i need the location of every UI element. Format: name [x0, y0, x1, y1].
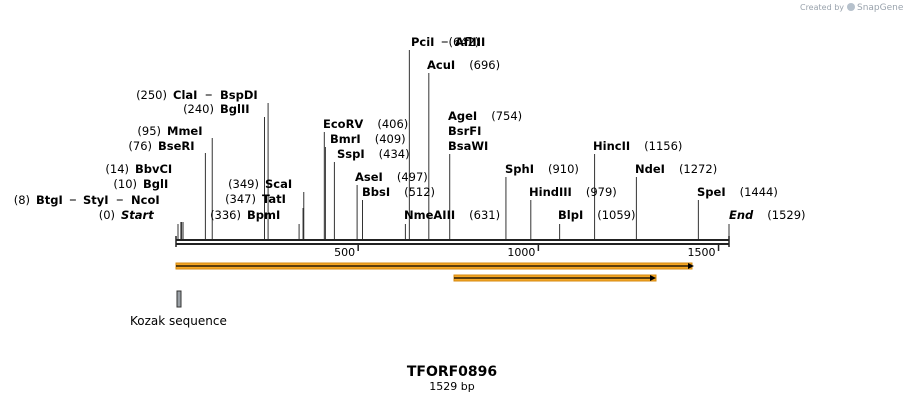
site-label-mmei[interactable]: MmeI	[167, 124, 203, 138]
site-label-hincii[interactable]: HincII	[593, 139, 630, 153]
site-label-asei[interactable]: AseI	[355, 170, 383, 184]
site-pos-acui: (696)	[469, 58, 500, 72]
site-pos-scai: (349)	[228, 177, 259, 191]
site-label-tati[interactable]: TatI	[262, 192, 286, 206]
site-pos-bgli: (10)	[113, 177, 137, 191]
site-pos-agei: (754)	[491, 109, 522, 123]
ruler-tick-label-500: 500	[334, 246, 355, 259]
sequence-backbone	[176, 239, 729, 245]
site-pos-hindiii: (979)	[586, 185, 617, 199]
feature-orf-inner[interactable]	[453, 274, 657, 282]
site-pos-hincii: (1156)	[644, 139, 682, 153]
site-label-styi[interactable]: StyI	[83, 193, 109, 207]
feature-kozak-box[interactable]	[176, 290, 182, 308]
site-pos-spei: (1444)	[740, 185, 778, 199]
site-pos-blpi: (1059)	[597, 208, 635, 222]
site-label-bglii[interactable]: BglII	[220, 102, 250, 116]
snapgene-logo-icon	[847, 3, 855, 11]
site-label-blpi[interactable]: BlpI	[558, 208, 583, 222]
site-label-btgi[interactable]: BtgI	[36, 193, 63, 207]
site-pos-pcii: (642)	[448, 35, 479, 49]
site-label-spei[interactable]: SpeI	[697, 185, 726, 199]
site-label-bseri[interactable]: BseRI	[158, 139, 195, 153]
site-label-hindiii[interactable]: HindIII	[529, 185, 572, 199]
feature-kozak[interactable]: Kozak sequence	[130, 290, 227, 328]
site-pos-tati: (347)	[225, 192, 256, 206]
site-pos-ecorv: (406)	[377, 117, 408, 131]
feature-kozak-label: Kozak sequence	[130, 314, 227, 328]
site-label-ecorv[interactable]: EcoRV	[323, 117, 363, 131]
ruler-tick-label-1000: 1000	[507, 246, 535, 259]
feature-orf-main[interactable]	[175, 262, 694, 270]
site-label-bspdi[interactable]: BspDI	[220, 88, 258, 102]
site-label-ndei[interactable]: NdeI	[635, 162, 665, 176]
site-label-bsawi[interactable]: BsaWI	[448, 139, 488, 153]
site-pos-bbvci: (14)	[105, 162, 129, 176]
site-label-sspi[interactable]: SspI	[337, 147, 365, 161]
site-pos-bbsi: (512)	[404, 185, 435, 199]
site-labels: Start (0) BtgI (8) StyI NcoI BglI (10)BbvCI (14)…	[14, 35, 806, 222]
site-label-pcii[interactable]: PciI	[411, 35, 434, 49]
site-label-bgli[interactable]: BglI	[143, 177, 168, 191]
site-label-scai[interactable]: ScaI	[265, 177, 292, 191]
site-pos-bseri: (76)	[128, 139, 152, 153]
site-label-sphi[interactable]: SphI	[505, 162, 534, 176]
site-label-end[interactable]: End	[729, 208, 754, 222]
site-label-clai[interactable]: ClaI	[173, 88, 197, 102]
site-label-ncoi[interactable]: NcoI	[131, 193, 160, 207]
features: Kozak sequence	[130, 262, 694, 328]
site-label-afliii[interactable]: AflIII	[455, 35, 485, 49]
site-pos-sphi: (910)	[548, 162, 579, 176]
site-label-nmeaiii[interactable]: NmeAIII	[404, 208, 455, 222]
site-pos-asei: (497)	[397, 170, 428, 184]
site-label-bbsi[interactable]: BbsI	[362, 185, 390, 199]
site-label-agei[interactable]: AgeI	[448, 109, 477, 123]
site-pos-sspi: (434)	[379, 147, 410, 161]
site-label-bpmi[interactable]: BpmI	[247, 208, 280, 222]
site-pos-ndei: (1272)	[679, 162, 717, 176]
site-pos-bmri: (409)	[375, 132, 406, 146]
feature-orf-inner-arrowhead	[650, 275, 656, 281]
construct-length: 1529 bp	[429, 380, 474, 393]
site-pos-bpmi: (336)	[210, 208, 241, 222]
credit-prefix: Created by	[800, 3, 844, 12]
site-pos-btgi: (8)	[14, 193, 30, 207]
site-label-acui[interactable]: AcuI	[427, 58, 455, 72]
site-label-bbvci[interactable]: BbvCI	[135, 162, 172, 176]
site-label-bmri[interactable]: BmrI	[330, 132, 361, 146]
site-pos-end: (1529)	[767, 208, 805, 222]
feature-orf-main-arrowhead	[688, 263, 694, 269]
site-pos-start: (0)	[99, 208, 115, 222]
credit-brand: SnapGene	[857, 3, 904, 13]
site-label-start[interactable]: Start	[121, 208, 154, 222]
site-pos-nmeaiii: (631)	[469, 208, 500, 222]
construct-name: TFORF0896	[407, 364, 497, 380]
site-pos-clai: (250)	[136, 88, 167, 102]
site-label-bsrfi[interactable]: BsrFI	[448, 124, 481, 138]
site-lines	[177, 50, 730, 239]
snapgene-credit: Created by SnapGene	[800, 3, 904, 13]
ruler-tick-label-1500: 1500	[688, 246, 716, 259]
site-pos-mmei: (95)	[137, 124, 161, 138]
ruler: 500 1000 1500	[175, 236, 730, 259]
site-pos-bglii: (240)	[183, 102, 214, 116]
